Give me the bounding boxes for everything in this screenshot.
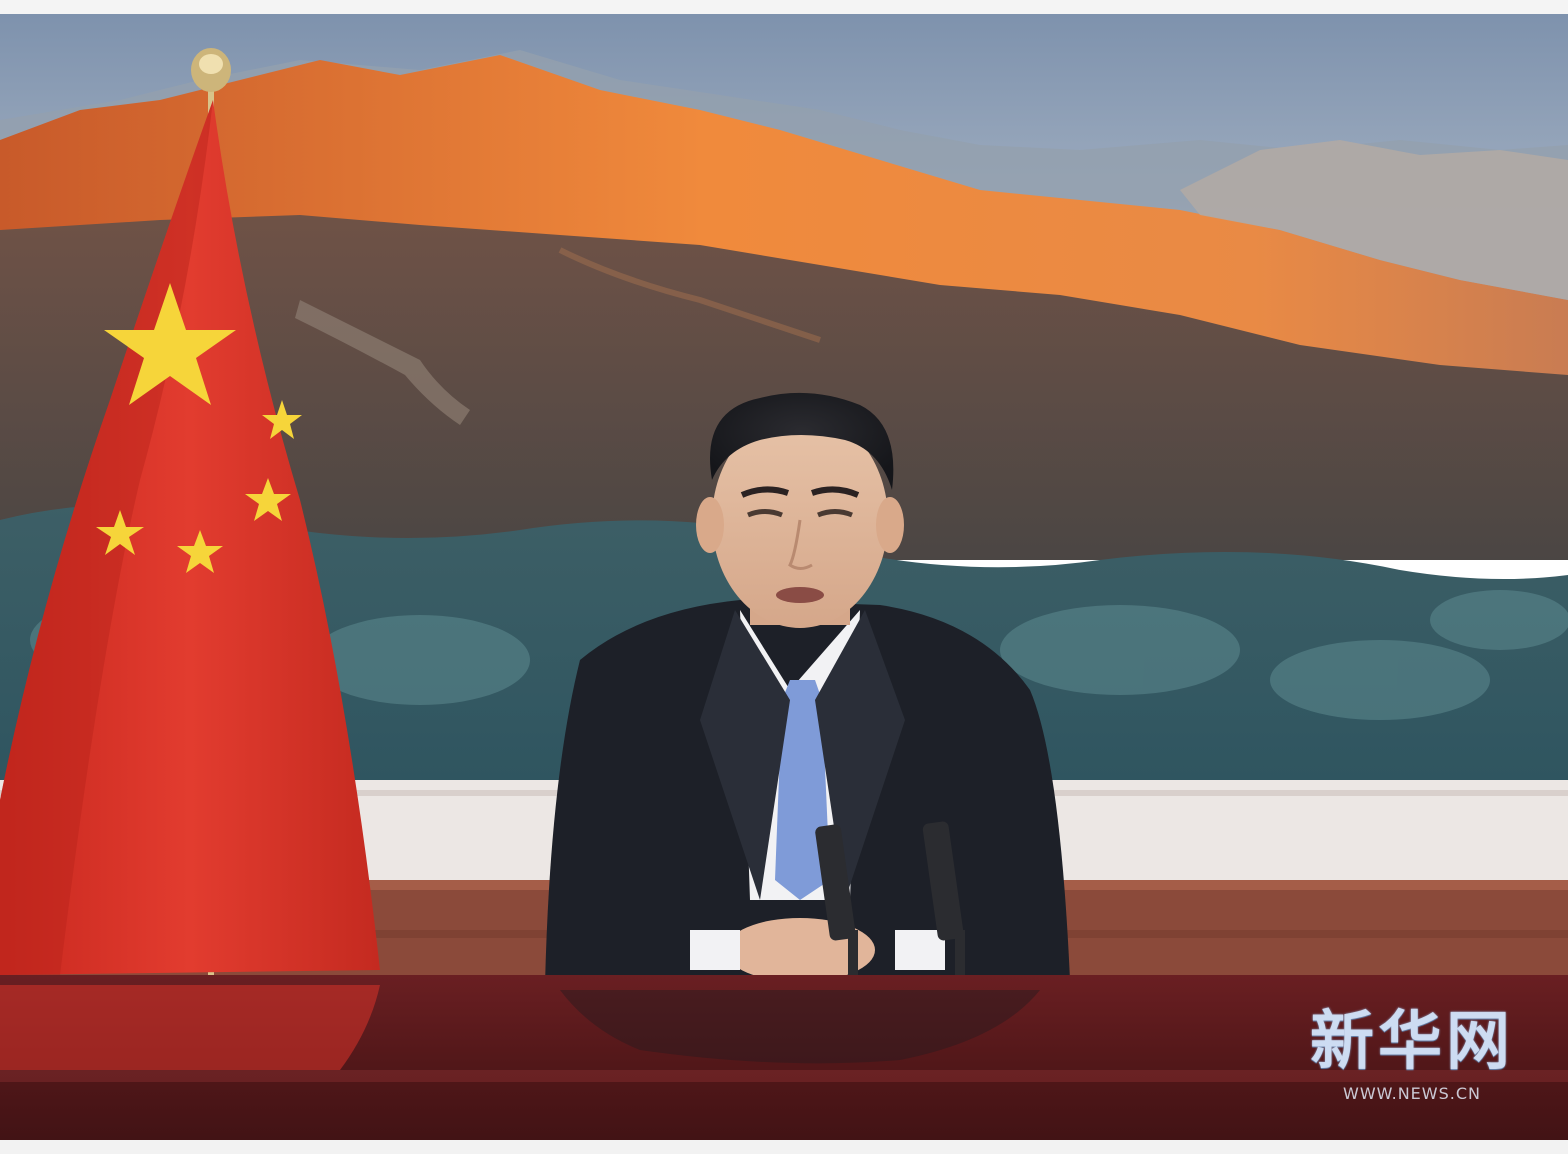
flag-reflection — [0, 985, 380, 1070]
mountain-slope — [0, 215, 1568, 560]
top-border — [0, 0, 1568, 14]
great-wall — [295, 300, 470, 425]
tie — [775, 680, 830, 900]
right-peaks — [1180, 140, 1568, 300]
glowing-ridge — [0, 55, 1568, 380]
hair — [710, 392, 894, 490]
flag-stars — [96, 283, 302, 573]
